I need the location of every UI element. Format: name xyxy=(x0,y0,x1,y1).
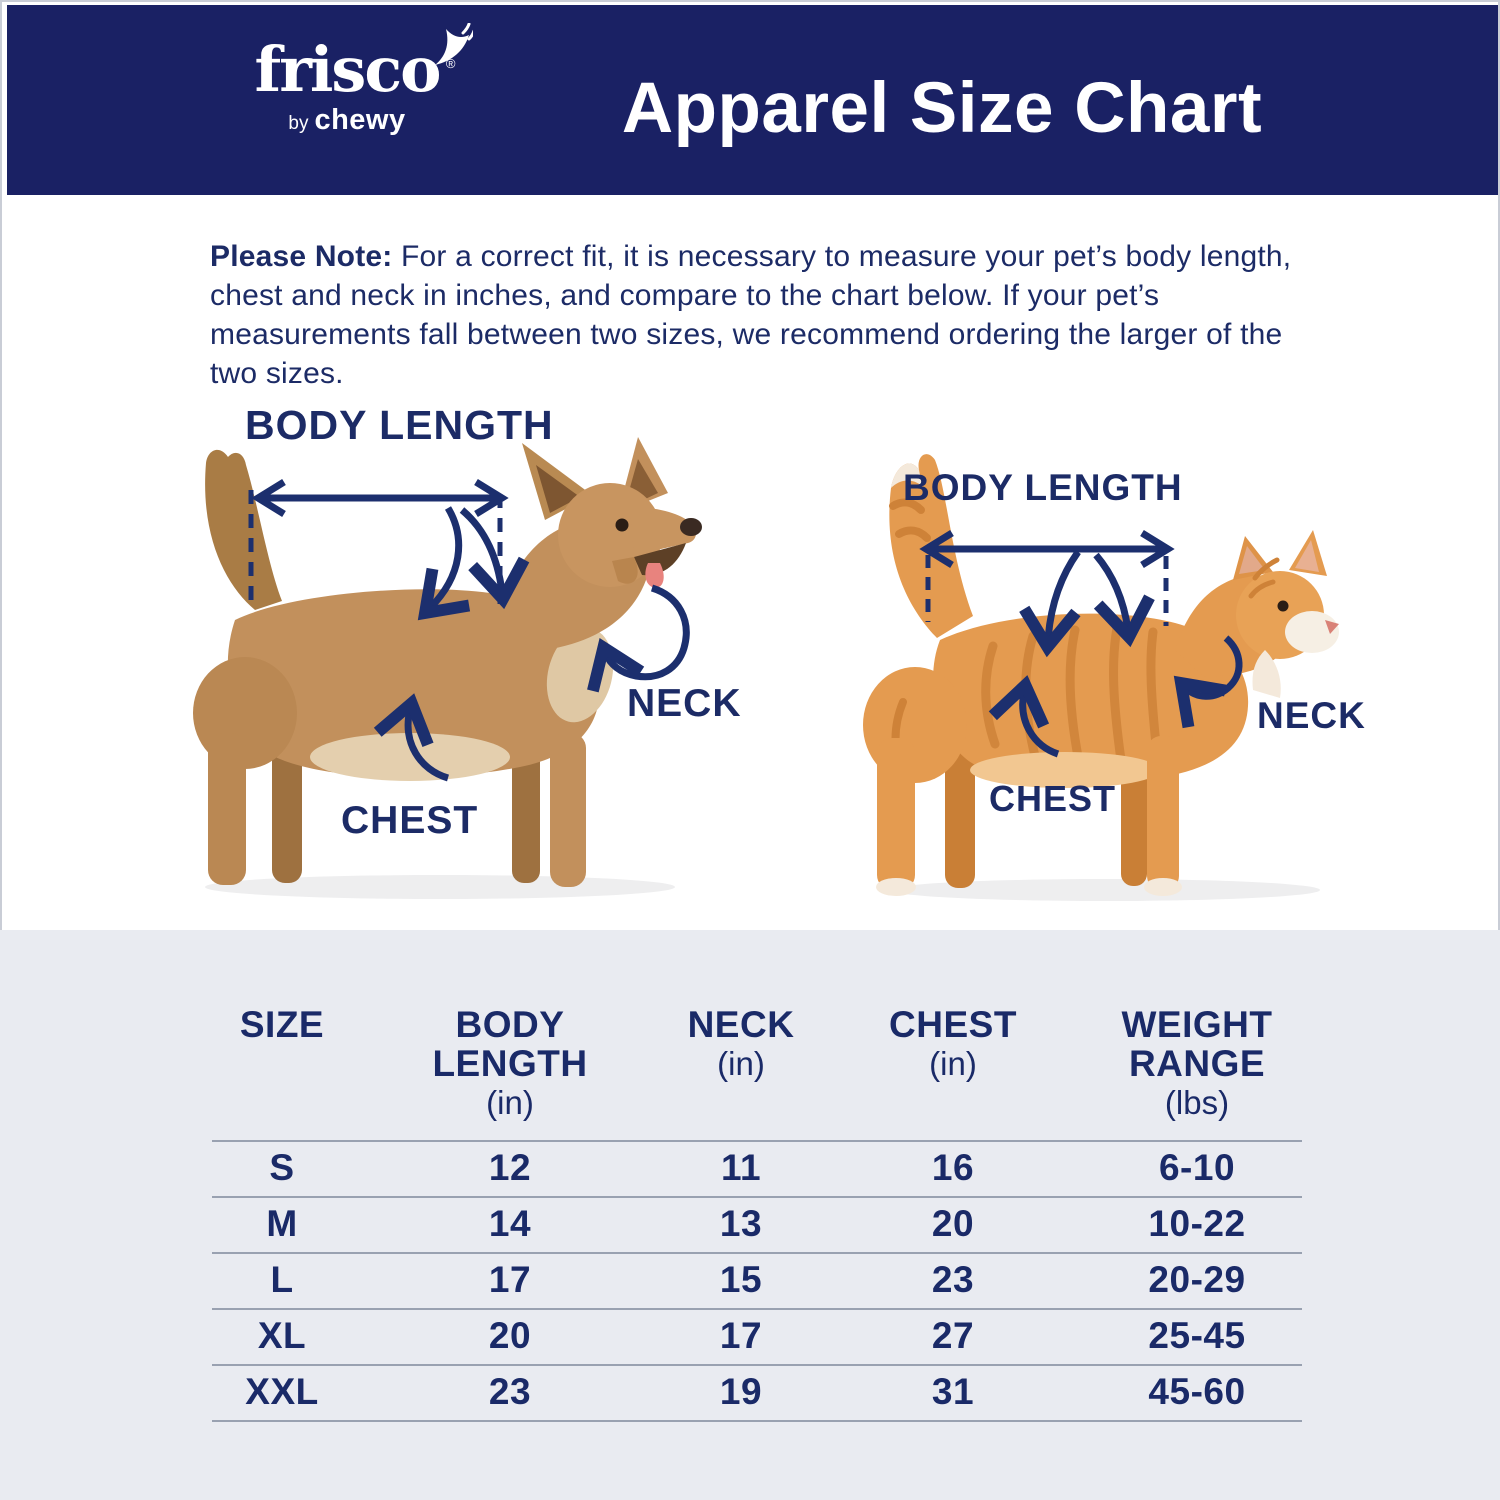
header-banner: frisco ® by chewy Apparel Size Chart xyxy=(7,5,1498,195)
dog-muzzle xyxy=(630,507,696,555)
cat-chest-label: CHEST xyxy=(989,778,1117,819)
cell-size: S xyxy=(269,1147,295,1188)
column-header-body-length: BODY LENGTH (in) xyxy=(352,1005,668,1122)
cell-size: XXL xyxy=(245,1371,319,1412)
cell-neck: 19 xyxy=(719,1371,763,1412)
logo-byline: by chewy xyxy=(182,105,512,139)
cell-neck: 15 xyxy=(719,1259,763,1300)
cell-body-length: 17 xyxy=(488,1259,532,1300)
dog-rear-leg-far xyxy=(272,733,302,883)
dog-belly-patch xyxy=(310,733,510,781)
registered-mark: ® xyxy=(445,56,456,71)
byline-by-text: by xyxy=(288,113,309,134)
cell-weight-range: 45-60 xyxy=(1148,1371,1246,1412)
cell-weight-range: 25-45 xyxy=(1148,1315,1246,1356)
dog-ear-back-inner xyxy=(536,465,580,513)
cell-size: M xyxy=(266,1203,298,1244)
note-label: Please Note: xyxy=(210,240,393,273)
column-header-chest: CHEST (in) xyxy=(814,1005,1092,1122)
cell-body-length: 23 xyxy=(488,1371,532,1412)
dog-tail xyxy=(205,449,282,610)
cat-rear-leg-far xyxy=(945,742,975,888)
dog-body-length-label: BODY LENGTH xyxy=(245,402,554,448)
cell-size: L xyxy=(270,1259,294,1300)
page-title: Apparel Size Chart xyxy=(621,69,1263,148)
header-neck-unit: (in) xyxy=(717,1045,765,1082)
column-header-neck: NECK (in) xyxy=(668,1005,814,1122)
header-chest-line1: CHEST xyxy=(889,1004,1017,1045)
cat-rear-paw xyxy=(876,878,916,896)
cell-neck: 17 xyxy=(719,1315,763,1356)
dog-chest-label: CHEST xyxy=(341,799,479,842)
cat-muzzle xyxy=(1285,611,1339,653)
cell-size: XL xyxy=(257,1315,307,1356)
cat-rear-leg-near xyxy=(877,738,915,890)
cat-ear-front-inner xyxy=(1295,540,1319,572)
cell-body-length: 20 xyxy=(488,1315,532,1356)
cat-body-length-label: BODY LENGTH xyxy=(903,467,1183,508)
note-text: For a correct fit, it is necessary to me… xyxy=(210,240,1292,390)
header-weight-unit: (lbs) xyxy=(1164,1084,1230,1121)
table-row-xl: XL 20 17 27 25-45 xyxy=(212,1308,1302,1364)
column-header-weight-range: WEIGHT RANGE (lbs) xyxy=(1092,1005,1302,1122)
cat-chest-patch xyxy=(1252,650,1281,698)
header-size-line1: SIZE xyxy=(239,1004,325,1045)
cat-tail-tip xyxy=(891,463,922,488)
header-bodylength-line2: LENGTH xyxy=(432,1043,588,1084)
dog-nose xyxy=(680,518,702,536)
dog-neck-label: NECK xyxy=(627,682,742,725)
cat-forehead-stripes xyxy=(1248,557,1280,599)
cat-neck-label: NECK xyxy=(1257,695,1366,736)
cat-eye xyxy=(1277,600,1289,612)
chewy-brand-text: chewy xyxy=(314,104,406,136)
cat-nose xyxy=(1325,620,1339,634)
cat-front-leg-near xyxy=(1147,736,1179,890)
column-header-size: SIZE xyxy=(212,1005,352,1122)
fit-note: Please Note: For a correct fit, it is ne… xyxy=(210,237,1310,393)
dog-tongue xyxy=(645,563,664,588)
dog-front-leg-near xyxy=(550,733,586,887)
dog-rear-leg-near xyxy=(208,733,246,885)
cell-neck: 11 xyxy=(720,1147,762,1188)
table-row-s: S 12 11 16 6-10 xyxy=(212,1140,1302,1196)
cat-front-paw xyxy=(1144,878,1182,896)
cat-ear-back-inner xyxy=(1239,546,1265,574)
dog-body xyxy=(227,589,600,778)
table-row-xxl: XXL 23 19 31 45-60 xyxy=(212,1364,1302,1422)
cat-illustration xyxy=(863,454,1339,901)
cat-shadow xyxy=(890,879,1320,901)
header-weight-line1: WEIGHT xyxy=(1121,1004,1273,1045)
dog-eye xyxy=(615,518,629,532)
frisco-wordmark: frisco ® xyxy=(254,23,474,106)
table-row-m: M 14 13 20 10-22 xyxy=(212,1196,1302,1252)
cell-weight-range: 6-10 xyxy=(1158,1147,1236,1188)
cell-chest: 20 xyxy=(931,1203,975,1244)
cell-chest: 23 xyxy=(931,1259,975,1300)
size-table-header: SIZE BODY LENGTH (in) NECK (in) CHEST (i… xyxy=(212,1005,1302,1122)
cat-belly-patch xyxy=(970,752,1160,788)
size-table-section xyxy=(0,930,1500,1500)
frisco-logo: frisco ® by chewy xyxy=(182,23,512,139)
table-row-l: L 17 15 23 20-29 xyxy=(212,1252,1302,1308)
cell-body-length: 14 xyxy=(488,1203,532,1244)
dog-front-leg-far xyxy=(512,739,540,883)
logo-tail-flourish-icon xyxy=(435,23,474,65)
cell-chest: 27 xyxy=(931,1315,975,1356)
header-bodylength-unit: (in) xyxy=(486,1084,534,1121)
header-weight-line2: RANGE xyxy=(1128,1043,1266,1084)
cell-weight-range: 20-29 xyxy=(1148,1259,1246,1300)
cell-body-length: 12 xyxy=(488,1147,532,1188)
cell-neck: 13 xyxy=(719,1203,763,1244)
cell-weight-range: 10-22 xyxy=(1148,1203,1246,1244)
cell-chest: 16 xyxy=(931,1147,975,1188)
size-table-body: S 12 11 16 6-10 M 14 13 20 10-22 L 17 15… xyxy=(212,1140,1302,1422)
dog-lower-jaw xyxy=(612,557,638,584)
cell-chest: 31 xyxy=(931,1371,975,1412)
header-chest-unit: (in) xyxy=(929,1045,977,1082)
frisco-brand-text: frisco xyxy=(254,33,442,106)
header-bodylength-line1: BODY xyxy=(455,1004,565,1045)
header-neck-line1: NECK xyxy=(687,1004,795,1045)
